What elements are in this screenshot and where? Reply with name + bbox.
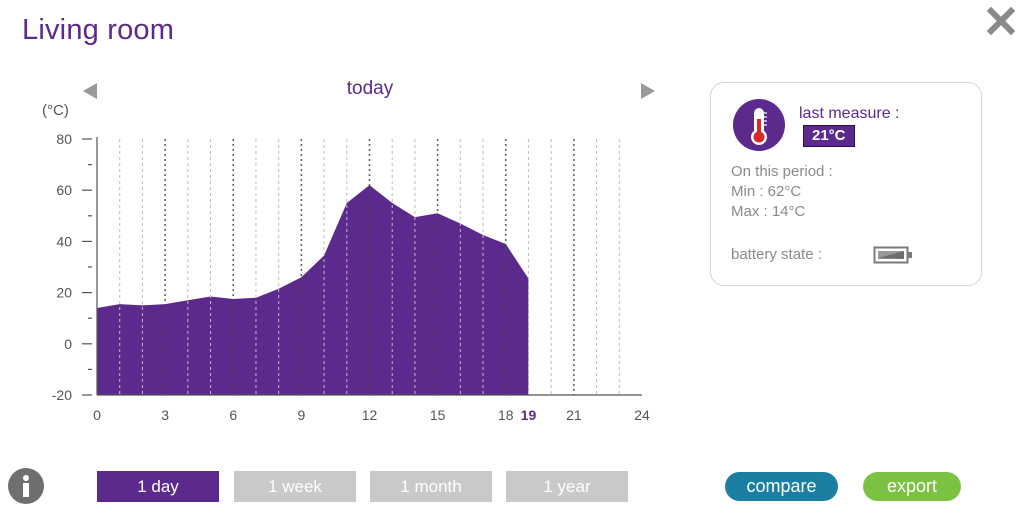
- temperature-area: [97, 185, 529, 395]
- y-tick-label: 0: [64, 336, 72, 352]
- page-title: Living room: [22, 14, 175, 46]
- battery-label: battery state :: [731, 246, 822, 263]
- range-1-month-button[interactable]: 1 month: [370, 471, 492, 502]
- x-tick-label: 9: [297, 407, 305, 423]
- last-measure-label: last measure :: [799, 105, 900, 122]
- period-title: On this period :: [731, 163, 833, 180]
- x-tick-label: 21: [566, 407, 582, 423]
- arrow-right-icon[interactable]: [640, 82, 656, 100]
- info-button[interactable]: [8, 468, 44, 504]
- y-tick-label: 60: [56, 182, 72, 198]
- x-tick-label-current: 19: [521, 407, 537, 423]
- range-1-year-button[interactable]: 1 year: [506, 471, 628, 502]
- thermometer-icon: [733, 99, 785, 151]
- x-tick-label: 12: [362, 407, 378, 423]
- max-value: Max : 14°C: [731, 203, 806, 220]
- x-tick-label: 15: [430, 407, 446, 423]
- min-value: Min : 62°C: [731, 183, 802, 200]
- period-label: today: [346, 78, 394, 99]
- last-measure-value: 21°C: [803, 125, 855, 147]
- x-tick-label: 18: [498, 407, 514, 423]
- close-icon[interactable]: [984, 4, 1018, 38]
- x-tick-label: 6: [229, 407, 237, 423]
- compare-button[interactable]: compare: [725, 472, 838, 501]
- range-1-day-button[interactable]: 1 day: [97, 471, 219, 502]
- info-icon: [23, 475, 29, 497]
- y-tick-label: 80: [56, 131, 72, 147]
- range-1-week-button[interactable]: 1 week: [234, 471, 356, 502]
- y-tick-label: -20: [52, 387, 72, 403]
- temperature-chart: 80 60 40 20 0 -20 0 3 6 9 12 15 18 19 21 24: [52, 131, 650, 423]
- arrow-left-icon[interactable]: [82, 82, 98, 100]
- y-tick-label: 20: [56, 285, 72, 301]
- y-axis-unit: (°C): [42, 102, 69, 119]
- x-tick-label: 3: [161, 407, 169, 423]
- battery-icon: [873, 246, 912, 264]
- x-tick-label: 0: [93, 407, 101, 423]
- info-card: last measure : 21°C On this period : Min…: [710, 82, 982, 286]
- export-button[interactable]: export: [863, 472, 961, 501]
- x-tick-label: 24: [634, 407, 650, 423]
- y-tick-label: 40: [56, 233, 72, 249]
